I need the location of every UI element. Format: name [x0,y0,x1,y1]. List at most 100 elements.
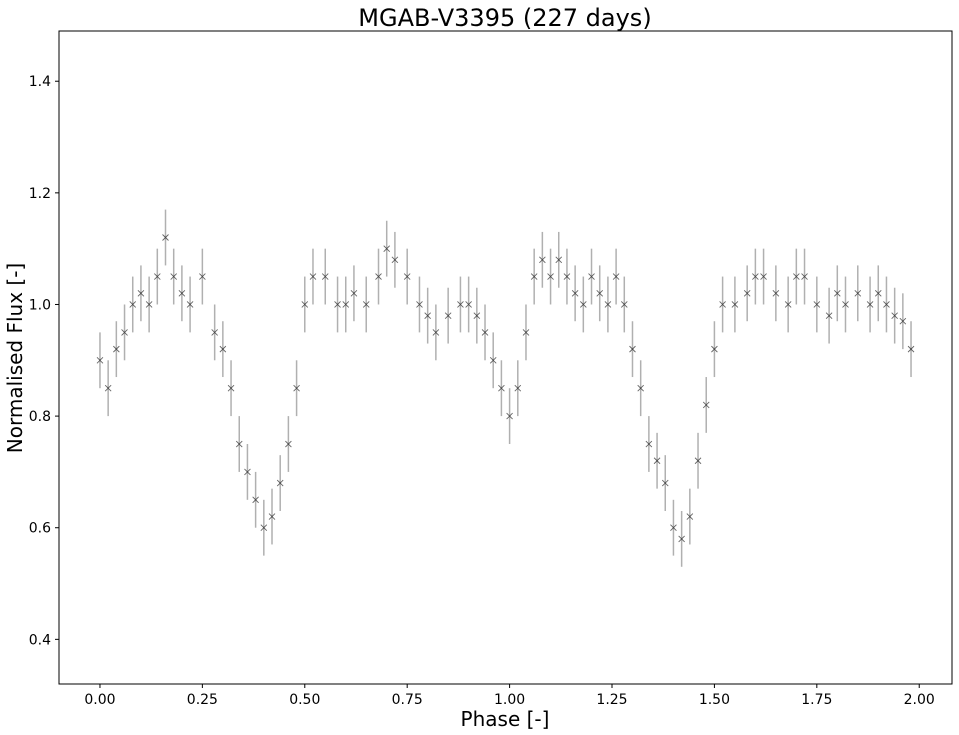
data-point-marker [883,301,890,308]
data-point-marker [547,273,554,280]
data-point-marker [522,329,530,336]
chart-title: MGAB-V3395 (227 days) [358,4,651,32]
data-point-marker [506,412,513,420]
data-point-marker [391,256,399,264]
data-point-marker [178,289,186,297]
data-point-marker [260,524,268,532]
y-tick-label: 0.6 [29,521,51,537]
data-point-marker [813,301,821,308]
data-point-marker [121,329,128,336]
data-point-marker [670,524,677,532]
data-point-marker [833,289,841,297]
x-axis: 0.00 0.25 0.50 0.75 1.00 1.25 1.50 1.75 2.00 [84,684,935,708]
data-point-marker [596,289,604,297]
y-tick-label: 1.2 [29,186,51,202]
data-point-marker [424,312,431,319]
plot-frame [58,30,953,685]
data-point-marker [678,535,685,543]
data-point-marker [362,301,370,308]
data-point-marker [801,273,808,280]
data-point-marker [645,440,653,448]
data-point-marker [580,301,587,308]
data-point-marker [457,301,464,308]
x-tick-label: 0.25 [187,692,218,708]
data-point-marker [711,345,718,353]
data-point-marker [899,317,907,325]
data-point-marker [219,345,227,353]
marker-layer [96,234,915,543]
data-point-marker [321,273,329,280]
data-point-marker [530,273,538,280]
data-point-marker [854,289,862,297]
data-point-marker [604,301,612,308]
data-point-marker [268,513,276,520]
y-axis-title: Normalised Flux [-] [3,263,27,453]
data-point-marker [235,440,243,448]
data-point-marker [555,256,563,264]
data-point-marker [571,289,579,297]
y-tick-label: 1.4 [29,74,51,90]
y-tick-label: 0.4 [29,632,51,648]
y-axis: 0.4 0.6 0.8 1.0 1.2 1.4 [29,74,59,648]
data-point-marker [842,301,849,308]
data-point-marker [162,234,169,241]
data-point-marker [637,384,644,392]
data-point-marker [620,301,628,308]
data-point-marker [334,301,341,308]
data-point-marker [866,301,874,308]
data-point-marker [825,312,833,319]
data-point-marker [514,384,522,392]
data-point-marker [293,384,300,392]
data-point-marker [907,345,915,353]
data-point-marker [113,345,120,353]
data-point-marker [129,301,137,308]
data-point-marker [199,273,206,280]
data-point-marker [489,356,497,364]
x-tick-label: 0.75 [392,692,423,708]
data-point-marker [784,301,792,308]
x-tick-label: 1.25 [596,692,627,708]
data-point-marker [137,289,145,297]
data-point-marker [563,273,571,280]
x-tick-label: 0.00 [84,692,115,708]
x-tick-label: 1.75 [801,692,832,708]
data-point-marker [145,301,153,308]
data-point-marker [588,273,595,280]
data-point-marker [276,479,284,487]
data-point-marker [465,301,472,308]
data-point-marker [403,273,411,280]
x-tick-label: 2.00 [904,692,935,708]
data-point-marker [244,468,251,476]
data-point-marker [772,289,780,297]
data-point-marker [227,384,235,392]
data-point-marker [731,301,739,308]
data-point-marker [211,329,218,336]
data-point-marker [702,401,710,409]
data-point-marker [539,256,546,264]
data-point-marker [96,356,104,364]
data-point-marker [444,312,452,319]
data-point-marker [686,513,694,520]
data-point-marker [874,289,882,297]
data-point-marker [629,345,636,353]
x-tick-label: 1.00 [494,692,525,708]
data-point-marker [473,312,481,319]
y-tick-label: 1.0 [29,297,51,313]
data-point-marker [891,312,898,319]
x-tick-label: 0.50 [289,692,320,708]
data-point-marker [342,301,350,308]
data-point-marker [350,289,358,297]
data-point-marker [743,289,751,297]
data-point-marker [375,273,382,280]
data-point-marker [752,273,759,280]
data-point-marker [153,273,161,280]
data-point-marker [252,496,259,504]
data-point-marker [170,273,178,280]
x-axis-title: Phase [-] [461,707,550,731]
data-point-marker [653,457,661,465]
data-point-marker [498,384,505,392]
data-point-marker [793,273,800,280]
data-point-marker [186,301,194,308]
data-point-marker [285,440,292,448]
